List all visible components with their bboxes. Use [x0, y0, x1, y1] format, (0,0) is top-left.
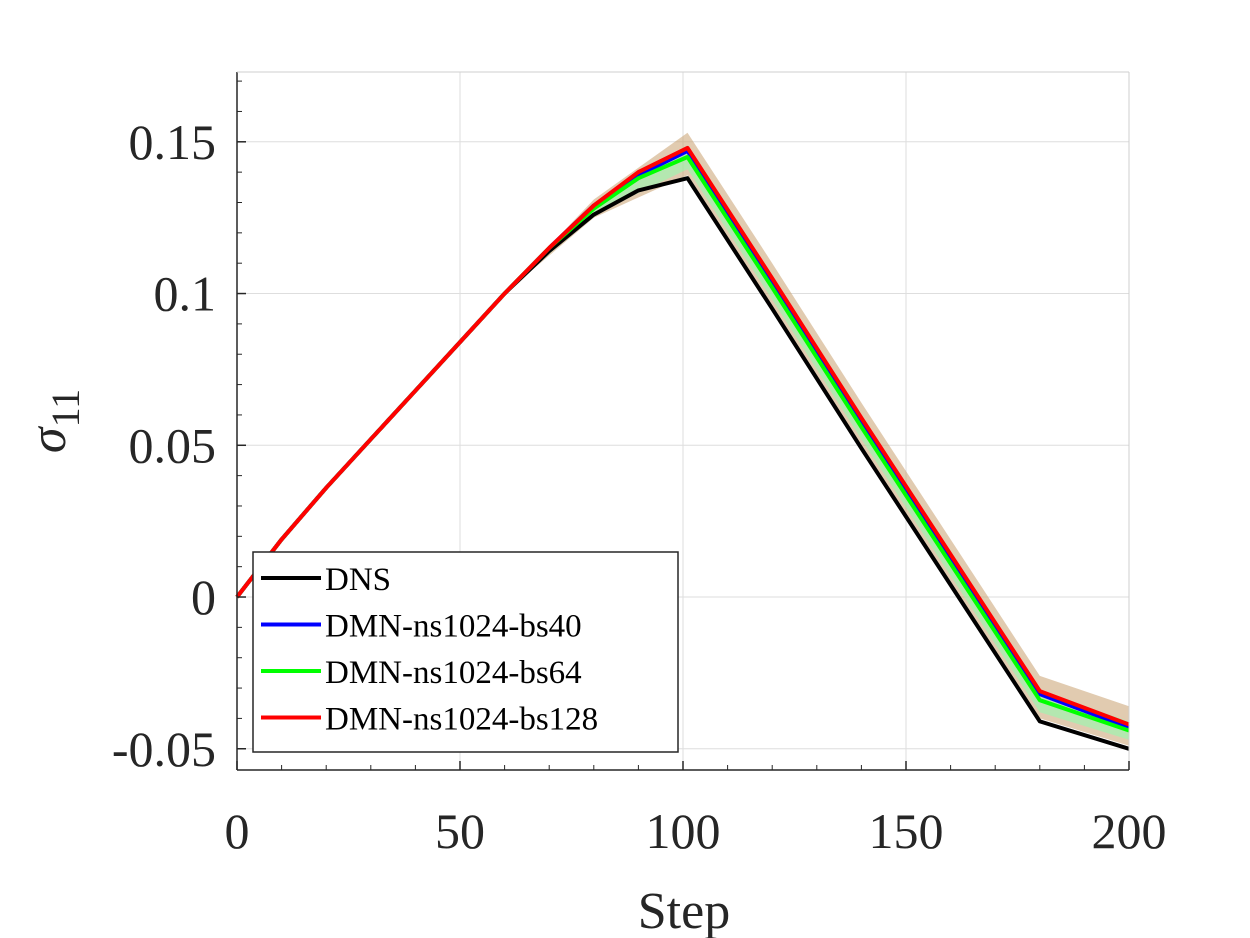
legend: DNS DMN-ns1024-bs40 DMN-ns1024-bs64 DMN-ns1…: [252, 551, 679, 753]
y-axis-title: σ11: [20, 389, 88, 453]
y-axis-title-symbol: σ: [20, 425, 77, 453]
legend-label: DMN-ns1024-bs40: [325, 609, 582, 645]
x-tick-label: 150: [869, 803, 944, 859]
y-tick-label: -0.05: [112, 721, 216, 777]
y-tick-label: 0.05: [129, 417, 217, 473]
series-line: [235, 145, 1130, 727]
x-axis-title: Step: [638, 883, 730, 938]
legend-label: DNS: [325, 562, 391, 598]
y-tick-label: 0: [191, 569, 216, 625]
series-lines: [235, 145, 1130, 751]
axes: [236, 71, 1130, 771]
uncertainty-band: [237, 132, 1129, 746]
x-tick-label: 0: [225, 803, 250, 859]
legend-label: DMN-ns1024-bs128: [325, 702, 598, 738]
y-axis-title-subscript: 11: [43, 389, 88, 428]
y-tick-label: 0.1: [154, 266, 217, 322]
x-tick-label: 200: [1092, 803, 1167, 859]
legend-label: DMN-ns1024-bs64: [325, 655, 582, 691]
legend-box: [252, 551, 679, 753]
x-tick-label: 50: [435, 803, 485, 859]
svg-text:σ11: σ11: [20, 389, 88, 453]
y-tick-label: 0.15: [129, 114, 217, 170]
uncertainty-bands: [237, 132, 1129, 746]
x-tick-label: 100: [646, 803, 721, 859]
